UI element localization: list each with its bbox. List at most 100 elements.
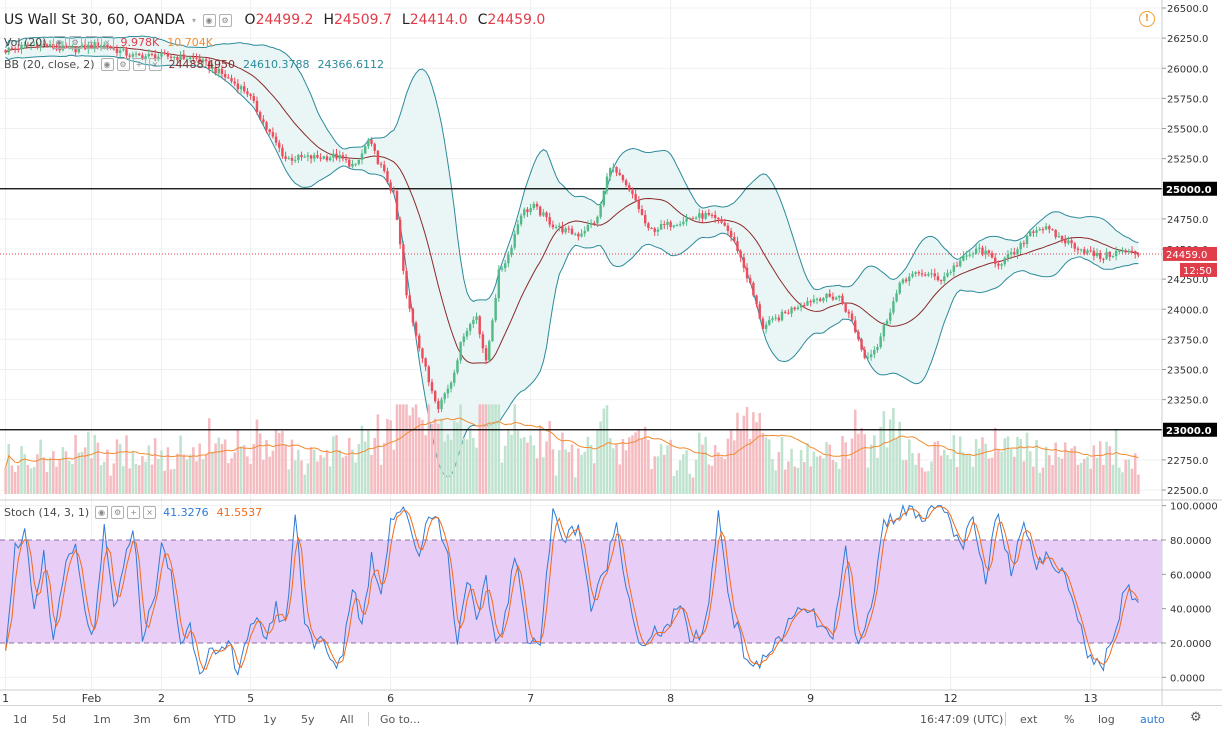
volume-bar: [7, 443, 11, 494]
settings-icon[interactable]: ⚙: [218, 13, 232, 27]
volume-bar: [857, 433, 860, 494]
volume-bar: [290, 439, 294, 494]
alert-icon[interactable]: !: [1139, 11, 1155, 27]
settings-icon[interactable]: ⚙: [111, 506, 125, 519]
volume-label[interactable]: Vol (20): [4, 36, 47, 49]
close-icon[interactable]: ×: [100, 36, 114, 49]
candle-body: [220, 68, 224, 75]
candle-body: [354, 163, 357, 165]
candle-body: [838, 295, 841, 298]
volume-bar: [958, 436, 962, 494]
candle-body: [771, 318, 774, 320]
candle-body: [624, 180, 628, 186]
price-tick-label: 26000.0: [1167, 64, 1208, 75]
range-5y[interactable]: 5y: [301, 713, 315, 726]
range-1m[interactable]: 1m: [93, 713, 111, 726]
range-all[interactable]: All: [340, 713, 354, 726]
volume-bar: [774, 470, 777, 494]
plus-icon[interactable]: +: [127, 506, 141, 519]
candle-body: [974, 248, 978, 254]
volume-bar: [128, 468, 131, 494]
volume-bar: [904, 460, 908, 494]
volume-bar: [363, 441, 367, 494]
volume-bar: [838, 468, 841, 494]
candle-body: [1064, 239, 1067, 244]
candle-body: [672, 225, 676, 227]
candle-body: [236, 83, 240, 90]
volume-bar: [494, 404, 497, 494]
volume-bar: [739, 429, 742, 494]
auto-toggle[interactable]: auto: [1140, 713, 1165, 726]
candle-body: [866, 357, 870, 359]
volume-bar: [443, 441, 446, 494]
dropdown-icon[interactable]: ▾: [192, 15, 197, 25]
candle-body: [567, 228, 571, 230]
percent-toggle[interactable]: %: [1064, 713, 1075, 726]
eye-icon[interactable]: ◉: [52, 36, 66, 49]
volume-bar: [901, 460, 905, 494]
range-6m[interactable]: 6m: [173, 713, 191, 726]
candle-body: [920, 273, 924, 275]
settings-icon[interactable]: ⚙: [68, 36, 82, 49]
candle-body: [803, 304, 806, 306]
volume-bar: [255, 419, 259, 494]
utc-clock[interactable]: 16:47:09 (UTC): [920, 713, 1004, 726]
settings-icon[interactable]: ⚙: [116, 58, 130, 71]
volume-bar: [806, 443, 809, 494]
time-axis: 1 Feb 2 5 6 7 8 9 12 13: [2, 692, 1098, 705]
eye-icon[interactable]: ◉: [100, 58, 114, 71]
volume-bar: [179, 435, 182, 494]
log-toggle[interactable]: log: [1098, 713, 1115, 726]
volume-bar: [780, 436, 784, 494]
volume-bar: [516, 430, 520, 494]
volume-bar: [1121, 472, 1124, 494]
eye-icon[interactable]: ◉: [95, 506, 109, 519]
candle-body: [153, 54, 157, 60]
volume-bar: [1057, 456, 1061, 494]
candle-body: [230, 78, 233, 82]
ext-toggle[interactable]: ext: [1020, 713, 1038, 726]
range-1d[interactable]: 1d: [13, 713, 27, 726]
eye-icon[interactable]: ◉: [202, 13, 216, 27]
candle-body: [968, 254, 971, 256]
volume-bar: [347, 437, 351, 494]
candle-body: [554, 227, 558, 229]
candle-body: [768, 319, 771, 325]
stoch-label[interactable]: Stoch (14, 3, 1): [4, 506, 90, 519]
close-icon[interactable]: ×: [143, 506, 157, 519]
candle-body: [192, 57, 195, 59]
candle-body: [637, 200, 641, 210]
volume-bar: [424, 435, 427, 494]
range-5d[interactable]: 5d: [52, 713, 66, 726]
candle-body: [1000, 264, 1003, 266]
candle-body: [901, 279, 905, 284]
bb-label[interactable]: BB (20, close, 2): [4, 58, 95, 71]
price-tick-label: 22750.0: [1167, 456, 1208, 467]
volume-bar: [952, 435, 956, 494]
price-chart[interactable]: 26500.026250.026000.025750.025500.025250…: [0, 0, 1222, 705]
candle-body: [774, 317, 777, 319]
volume-bar: [242, 445, 246, 494]
volume-bar: [335, 435, 338, 494]
candle-body: [694, 217, 698, 219]
volume-bar: [513, 404, 516, 494]
range-3m[interactable]: 3m: [133, 713, 151, 726]
volume-bar: [869, 444, 873, 494]
candle-body: [987, 250, 991, 254]
goto-button[interactable]: Go to...: [380, 713, 421, 726]
volume-bar: [812, 451, 816, 494]
plus-icon[interactable]: +: [84, 36, 98, 49]
candle-body: [640, 209, 644, 215]
candle-body: [1029, 231, 1032, 237]
settings-icon[interactable]: ⚙: [1190, 710, 1202, 725]
volume-bar: [685, 450, 688, 494]
close-icon[interactable]: ×: [148, 58, 162, 71]
volume-bar: [48, 457, 52, 494]
range-ytd[interactable]: YTD: [214, 713, 236, 726]
range-1y[interactable]: 1y: [263, 713, 277, 726]
price-tick-label: 24750.0: [1167, 215, 1208, 226]
volume-bar: [882, 411, 886, 494]
plus-icon[interactable]: +: [132, 58, 146, 71]
symbol-title[interactable]: US Wall St 30, 60, OANDA: [4, 12, 185, 28]
bottom-toolbar: 1d 5d 1m 3m 6m YTD 1y 5y All Go to... 16…: [0, 705, 1222, 732]
